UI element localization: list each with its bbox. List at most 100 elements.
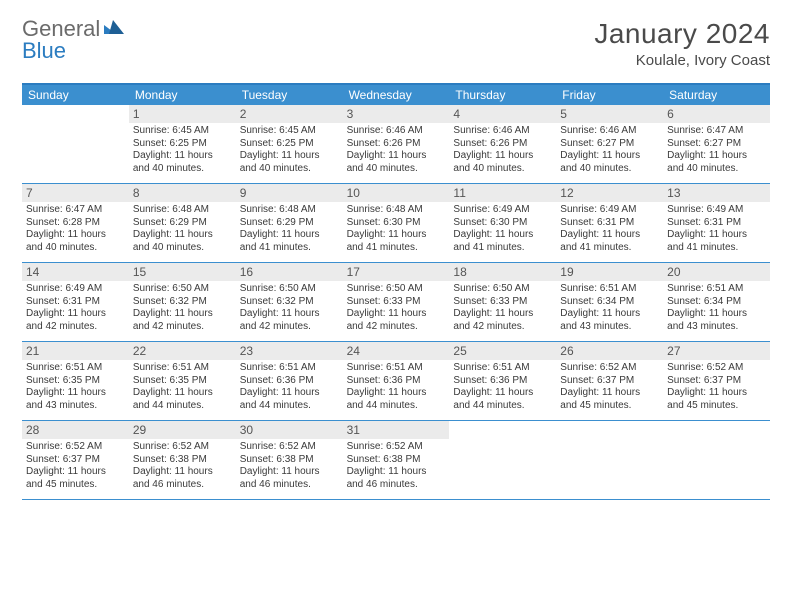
day-number: 17 bbox=[343, 263, 450, 281]
day-number: 7 bbox=[22, 184, 129, 202]
sunrise-text: Sunrise: 6:51 AM bbox=[560, 283, 659, 296]
sunset-text: Sunset: 6:33 PM bbox=[453, 296, 552, 309]
day-cell: 3Sunrise: 6:46 AMSunset: 6:26 PMDaylight… bbox=[343, 105, 450, 183]
daylight-text: Daylight: 11 hours and 45 minutes. bbox=[667, 387, 766, 412]
calendar: Sunday Monday Tuesday Wednesday Thursday… bbox=[22, 83, 770, 500]
daylight-text: Daylight: 11 hours and 44 minutes. bbox=[347, 387, 446, 412]
daylight-text: Daylight: 11 hours and 40 minutes. bbox=[133, 150, 232, 175]
daylight-text: Daylight: 11 hours and 43 minutes. bbox=[667, 308, 766, 333]
day-number: 21 bbox=[22, 342, 129, 360]
sunset-text: Sunset: 6:35 PM bbox=[133, 375, 232, 388]
day-cell: 24Sunrise: 6:51 AMSunset: 6:36 PMDayligh… bbox=[343, 342, 450, 420]
daylight-text: Daylight: 11 hours and 42 minutes. bbox=[26, 308, 125, 333]
sunrise-text: Sunrise: 6:48 AM bbox=[240, 204, 339, 217]
daylight-text: Daylight: 11 hours and 40 minutes. bbox=[26, 229, 125, 254]
sunset-text: Sunset: 6:36 PM bbox=[347, 375, 446, 388]
sunset-text: Sunset: 6:29 PM bbox=[133, 217, 232, 230]
week-row: 7 Sunrise: 6:47 AMSunset: 6:28 PMDaylight… bbox=[22, 184, 770, 263]
sunset-text: Sunset: 6:25 PM bbox=[240, 138, 339, 151]
day-number: 26 bbox=[556, 342, 663, 360]
daylight-text: Daylight: 11 hours and 41 minutes. bbox=[240, 229, 339, 254]
day-cell: 18Sunrise: 6:50 AMSunset: 6:33 PMDayligh… bbox=[449, 263, 556, 341]
logo-flag-icon bbox=[104, 18, 126, 40]
day-details: Sunrise: 6:45 AMSunset: 6:25 PMDaylight:… bbox=[240, 125, 339, 175]
sunrise-text: Sunrise: 6:46 AM bbox=[560, 125, 659, 138]
day-number: 6 bbox=[663, 105, 770, 123]
day-details: Sunrise: 6:47 AMSunset: 6:28 PMDaylight:… bbox=[26, 204, 125, 254]
day-number: 8 bbox=[129, 184, 236, 202]
daylight-text: Daylight: 11 hours and 40 minutes. bbox=[347, 150, 446, 175]
day-header: Tuesday bbox=[236, 85, 343, 105]
week-row: 14Sunrise: 6:49 AMSunset: 6:31 PMDayligh… bbox=[22, 263, 770, 342]
sunrise-text: Sunrise: 6:51 AM bbox=[240, 362, 339, 375]
day-cell bbox=[22, 105, 129, 183]
daylight-text: Daylight: 11 hours and 41 minutes. bbox=[560, 229, 659, 254]
day-cell: 13Sunrise: 6:49 AMSunset: 6:31 PMDayligh… bbox=[663, 184, 770, 262]
day-cell: 12Sunrise: 6:49 AMSunset: 6:31 PMDayligh… bbox=[556, 184, 663, 262]
day-number bbox=[556, 421, 663, 439]
sunrise-text: Sunrise: 6:52 AM bbox=[26, 441, 125, 454]
day-number: 16 bbox=[236, 263, 343, 281]
sunset-text: Sunset: 6:31 PM bbox=[667, 217, 766, 230]
sunset-text: Sunset: 6:25 PM bbox=[133, 138, 232, 151]
sunrise-text: Sunrise: 6:45 AM bbox=[240, 125, 339, 138]
daylight-text: Daylight: 11 hours and 44 minutes. bbox=[133, 387, 232, 412]
daylight-text: Daylight: 11 hours and 44 minutes. bbox=[240, 387, 339, 412]
day-number: 1 bbox=[129, 105, 236, 123]
daylight-text: Daylight: 11 hours and 40 minutes. bbox=[667, 150, 766, 175]
day-cell: 8Sunrise: 6:48 AMSunset: 6:29 PMDaylight… bbox=[129, 184, 236, 262]
sunset-text: Sunset: 6:29 PM bbox=[240, 217, 339, 230]
daylight-text: Daylight: 11 hours and 45 minutes. bbox=[560, 387, 659, 412]
month-title: January 2024 bbox=[594, 18, 770, 50]
daylight-text: Daylight: 11 hours and 46 minutes. bbox=[240, 466, 339, 491]
logo-text-general: General bbox=[22, 18, 100, 40]
day-details: Sunrise: 6:46 AMSunset: 6:27 PMDaylight:… bbox=[560, 125, 659, 175]
day-details: Sunrise: 6:50 AMSunset: 6:33 PMDaylight:… bbox=[347, 283, 446, 333]
sunset-text: Sunset: 6:34 PM bbox=[560, 296, 659, 309]
day-cell: 1Sunrise: 6:45 AMSunset: 6:25 PMDaylight… bbox=[129, 105, 236, 183]
day-cell bbox=[663, 421, 770, 499]
day-cell: 30Sunrise: 6:52 AMSunset: 6:38 PMDayligh… bbox=[236, 421, 343, 499]
day-cell: 5Sunrise: 6:46 AMSunset: 6:27 PMDaylight… bbox=[556, 105, 663, 183]
day-number: 3 bbox=[343, 105, 450, 123]
day-number: 27 bbox=[663, 342, 770, 360]
sunset-text: Sunset: 6:35 PM bbox=[26, 375, 125, 388]
sunset-text: Sunset: 6:26 PM bbox=[347, 138, 446, 151]
day-header: Saturday bbox=[663, 85, 770, 105]
sunrise-text: Sunrise: 6:51 AM bbox=[133, 362, 232, 375]
logo-text-blue: Blue bbox=[22, 40, 66, 62]
day-header: Wednesday bbox=[343, 85, 450, 105]
sunset-text: Sunset: 6:38 PM bbox=[133, 454, 232, 467]
day-cell: 16 Sunrise: 6:50 AMSunset: 6:32 PMDayligh… bbox=[236, 263, 343, 341]
day-details: Sunrise: 6:47 AMSunset: 6:27 PMDaylight:… bbox=[667, 125, 766, 175]
day-details: Sunrise: 6:50 AMSunset: 6:32 PMDaylight:… bbox=[240, 283, 339, 333]
day-cell: 23Sunrise: 6:51 AMSunset: 6:36 PMDayligh… bbox=[236, 342, 343, 420]
day-details: Sunrise: 6:49 AMSunset: 6:30 PMDaylight:… bbox=[453, 204, 552, 254]
day-number: 2 bbox=[236, 105, 343, 123]
sunrise-text: Sunrise: 6:46 AM bbox=[453, 125, 552, 138]
day-number bbox=[22, 105, 129, 123]
day-number: 23 bbox=[236, 342, 343, 360]
day-header: Thursday bbox=[449, 85, 556, 105]
day-number bbox=[449, 421, 556, 439]
day-cell: 19Sunrise: 6:51 AMSunset: 6:34 PMDayligh… bbox=[556, 263, 663, 341]
day-number: 10 bbox=[343, 184, 450, 202]
weeks-container: 1Sunrise: 6:45 AMSunset: 6:25 PMDaylight… bbox=[22, 105, 770, 500]
sunrise-text: Sunrise: 6:48 AM bbox=[133, 204, 232, 217]
sunrise-text: Sunrise: 6:47 AM bbox=[667, 125, 766, 138]
day-details: Sunrise: 6:49 AMSunset: 6:31 PMDaylight:… bbox=[26, 283, 125, 333]
daylight-text: Daylight: 11 hours and 46 minutes. bbox=[347, 466, 446, 491]
sunrise-text: Sunrise: 6:51 AM bbox=[26, 362, 125, 375]
daylight-text: Daylight: 11 hours and 41 minutes. bbox=[667, 229, 766, 254]
day-cell: 31Sunrise: 6:52 AMSunset: 6:38 PMDayligh… bbox=[343, 421, 450, 499]
day-number: 25 bbox=[449, 342, 556, 360]
day-cell: 17 Sunrise: 6:50 AMSunset: 6:33 PMDayligh… bbox=[343, 263, 450, 341]
sunset-text: Sunset: 6:38 PM bbox=[347, 454, 446, 467]
day-details: Sunrise: 6:50 AMSunset: 6:33 PMDaylight:… bbox=[453, 283, 552, 333]
day-details: Sunrise: 6:48 AMSunset: 6:29 PMDaylight:… bbox=[240, 204, 339, 254]
day-cell: 7 Sunrise: 6:47 AMSunset: 6:28 PMDaylight… bbox=[22, 184, 129, 262]
daylight-text: Daylight: 11 hours and 40 minutes. bbox=[240, 150, 339, 175]
day-cell: 20Sunrise: 6:51 AMSunset: 6:34 PMDayligh… bbox=[663, 263, 770, 341]
daylight-text: Daylight: 11 hours and 42 minutes. bbox=[453, 308, 552, 333]
day-number: 28 bbox=[22, 421, 129, 439]
